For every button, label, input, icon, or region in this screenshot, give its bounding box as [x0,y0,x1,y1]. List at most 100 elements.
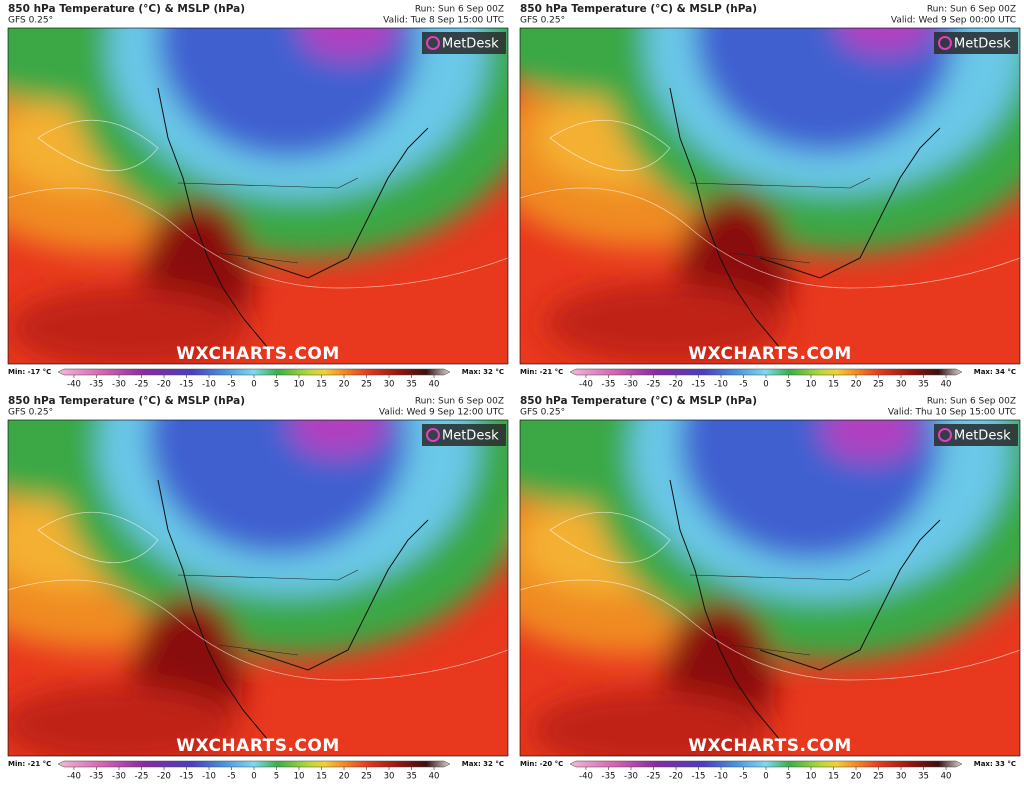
colorbar-label: -40 [579,772,593,782]
temperature-field [520,420,1020,756]
brand-logo [426,36,440,50]
panel-title: 850 hPa Temperature (°C) & MSLP (hPa) [520,3,757,15]
colorbar [569,760,963,768]
colorbar-label: -15 [180,772,194,782]
coastline [157,87,429,349]
colorbar-label: -25 [135,772,149,782]
max-label: Max: 32 °C [462,368,504,376]
brand-logo [426,428,440,442]
isobar [549,119,671,172]
coastline [157,479,429,741]
colorbar-label: -10 [202,772,216,782]
colorbar-label: -10 [202,380,216,390]
panel-title: 850 hPa Temperature (°C) & MSLP (hPa) [8,395,245,407]
colorbar-label: 30 [384,380,395,390]
colorbar-label: 40 [941,772,952,782]
colorbar-label: 30 [896,772,907,782]
colorbar-label: -30 [624,772,638,782]
colorbar-label: 20 [851,772,862,782]
colorbar-label: -20 [669,380,683,390]
map-frame [7,419,509,757]
panel-title: 850 hPa Temperature (°C) & MSLP (hPa) [8,3,245,15]
valid-label: Valid: Tue 8 Sep 15:00 UTC [383,16,504,26]
colorbar-label: -30 [112,772,126,782]
brand-name: MetDesk [442,429,499,444]
temperature-region [695,28,955,153]
watermark: WXCHARTS.COM [688,736,852,756]
colorbar-label: 35 [918,380,929,390]
colorbar [57,760,451,768]
max-label: Max: 32 °C [462,760,504,768]
colorbar-label: 40 [429,772,440,782]
colorbar [569,368,963,376]
brand-logo [938,428,952,442]
map-panel: 850 hPa Temperature (°C) & MSLP (hPa)GFS… [519,3,1021,390]
coastline [669,87,941,349]
colorbar-label: -5 [739,772,747,782]
colorbar-label: 20 [339,380,350,390]
colorbar-label: 25 [873,772,884,782]
map-clip: MetDesk WXCHARTS.COM [8,420,508,756]
map: MetDesk WXCHARTS.COM [520,420,1020,756]
isobar [8,187,508,289]
map-frame [519,27,1021,365]
colorbar-label: -5 [227,772,235,782]
model-label: GFS 0.25° [8,16,53,26]
brand-name: MetDesk [442,37,499,52]
model-label: GFS 0.25° [8,408,53,418]
isobar [8,579,508,681]
colorbar-label: 40 [941,380,952,390]
colorbar-label: -20 [157,772,171,782]
colorbar-label: 20 [339,772,350,782]
colorbar-label: 10 [294,380,305,390]
colorbar-label: 5 [274,772,279,782]
colorbar-label: -30 [112,380,126,390]
colorbar-label: -5 [739,380,747,390]
valid-label: Valid: Wed 9 Sep 00:00 UTC [891,16,1016,26]
colorbar-label: -5 [227,380,235,390]
colorbar-label: -35 [90,772,104,782]
colorbar-label: -40 [67,772,81,782]
colorbar-label: 30 [384,772,395,782]
border [689,569,871,656]
colorbar-label: -35 [602,380,616,390]
model-label: GFS 0.25° [520,408,565,418]
temperature-region [288,420,388,457]
watermark: WXCHARTS.COM [176,736,340,756]
map-panel: 850 hPa Temperature (°C) & MSLP (hPa)GFS… [519,395,1021,782]
map-panel: 850 hPa Temperature (°C) & MSLP (hPa)GFS… [7,395,509,782]
isobar [37,119,159,172]
temperature-region [820,420,920,462]
colorbar-label: -30 [624,380,638,390]
colorbar-label: -15 [692,772,706,782]
temperature-region [8,685,238,756]
colorbar-label: -20 [157,380,171,390]
colorbar-label: 35 [406,772,417,782]
temperature-region [545,283,785,363]
colorbar-label: 35 [918,772,929,782]
brand-badge [934,32,1018,54]
colorbar-label: -25 [647,380,661,390]
isobar [549,511,671,564]
colorbar-label: 15 [828,772,839,782]
temperature-field [8,420,508,756]
map-clip: MetDesk WXCHARTS.COM [8,28,508,364]
brand-name: MetDesk [954,37,1011,52]
colorbar-label: -40 [579,380,593,390]
border [177,569,359,656]
border [689,177,871,264]
colorbar-label: 0 [251,772,256,782]
colorbar-label: -25 [647,772,661,782]
map: MetDesk WXCHARTS.COM [8,28,508,364]
map: MetDesk WXCHARTS.COM [520,28,1020,364]
min-label: Min: -21 °C [8,760,51,768]
colorbar-label: 0 [763,772,768,782]
colorbar-label: -10 [714,772,728,782]
colorbar-label: -10 [714,380,728,390]
map: MetDesk WXCHARTS.COM [8,420,508,756]
map-clip: MetDesk WXCHARTS.COM [520,420,1020,756]
colorbar-label: 0 [763,380,768,390]
watermark: WXCHARTS.COM [688,344,852,364]
panel-title: 850 hPa Temperature (°C) & MSLP (hPa) [520,395,757,407]
